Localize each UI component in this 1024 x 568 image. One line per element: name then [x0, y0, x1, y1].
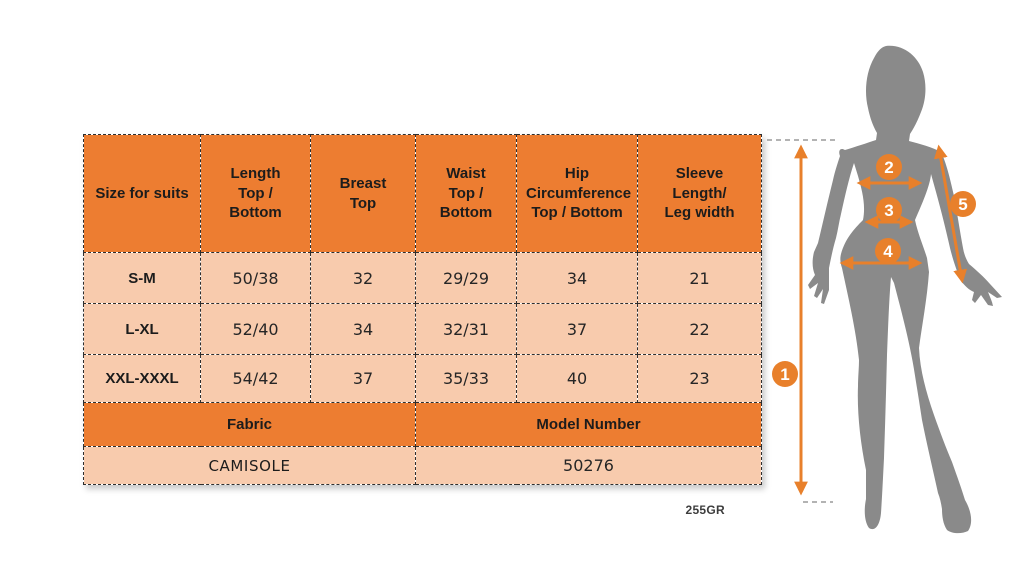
cell-lxl-sleeve: 22 — [637, 303, 762, 355]
footer-header-row: Fabric Model Number — [83, 402, 762, 447]
measure-marker-2: 2 — [876, 154, 902, 180]
header-row: Size for suits Length Top / Bottom Breas… — [83, 134, 762, 253]
fabric-header: Fabric — [83, 402, 416, 447]
cell-lxl-waist: 32/31 — [415, 303, 517, 355]
cell-xxl-hip: 40 — [516, 354, 638, 403]
cell-lxl-hip: 37 — [516, 303, 638, 355]
measure-marker-1: 1 — [772, 361, 798, 387]
size-label-xxl: XXL-XXXL — [83, 354, 201, 403]
cell-sm-breast: 32 — [310, 252, 416, 304]
cell-xxl-sleeve: 23 — [637, 354, 762, 403]
svg-text:5: 5 — [958, 195, 967, 214]
size-chart-table: Size for suits Length Top / Bottom Breas… — [83, 134, 762, 485]
svg-text:4: 4 — [883, 242, 893, 261]
size-label-sm: S-M — [83, 252, 201, 304]
measure-marker-3: 3 — [876, 197, 902, 223]
cell-sm-length: 50/38 — [200, 252, 311, 304]
size-label-lxl: L-XL — [83, 303, 201, 355]
svg-text:1: 1 — [780, 365, 789, 384]
table-row-xxl: XXL-XXXL 54/42 37 35/33 40 23 — [83, 354, 762, 403]
cell-sm-sleeve: 21 — [637, 252, 762, 304]
cell-sm-waist: 29/29 — [415, 252, 517, 304]
table-row-lxl: L-XL 52/40 34 32/31 37 22 — [83, 303, 762, 355]
svg-text:2: 2 — [884, 158, 893, 177]
model-number-value: 50276 — [415, 446, 762, 485]
cell-xxl-breast: 37 — [310, 354, 416, 403]
cell-lxl-length: 52/40 — [200, 303, 311, 355]
col-header-waist: Waist Top / Bottom — [415, 134, 517, 253]
cell-xxl-length: 54/42 — [200, 354, 311, 403]
fabric-value: CAMISOLE — [83, 446, 416, 485]
measurement-figure: 1 2 3 4 5 — [767, 45, 1002, 534]
col-header-hip: Hip Circumference Top / Bottom — [516, 134, 638, 253]
svg-text:3: 3 — [884, 201, 893, 220]
woman-silhouette — [808, 45, 1002, 534]
col-header-size: Size for suits — [83, 134, 201, 253]
measure-marker-5: 5 — [950, 191, 976, 217]
cell-lxl-breast: 34 — [310, 303, 416, 355]
col-header-breast: Breast Top — [310, 134, 416, 253]
weight-note: 255GR — [685, 503, 725, 517]
cell-sm-hip: 34 — [516, 252, 638, 304]
footer-value-row: CAMISOLE 50276 — [83, 446, 762, 485]
cell-xxl-waist: 35/33 — [415, 354, 517, 403]
measure-marker-4: 4 — [875, 238, 901, 264]
model-number-header: Model Number — [415, 402, 762, 447]
col-header-length: Length Top / Bottom — [200, 134, 311, 253]
table-row-sm: S-M 50/38 32 29/29 34 21 — [83, 252, 762, 304]
col-header-sleeve: Sleeve Length/ Leg width — [637, 134, 762, 253]
sleeve-arrow — [933, 144, 968, 284]
